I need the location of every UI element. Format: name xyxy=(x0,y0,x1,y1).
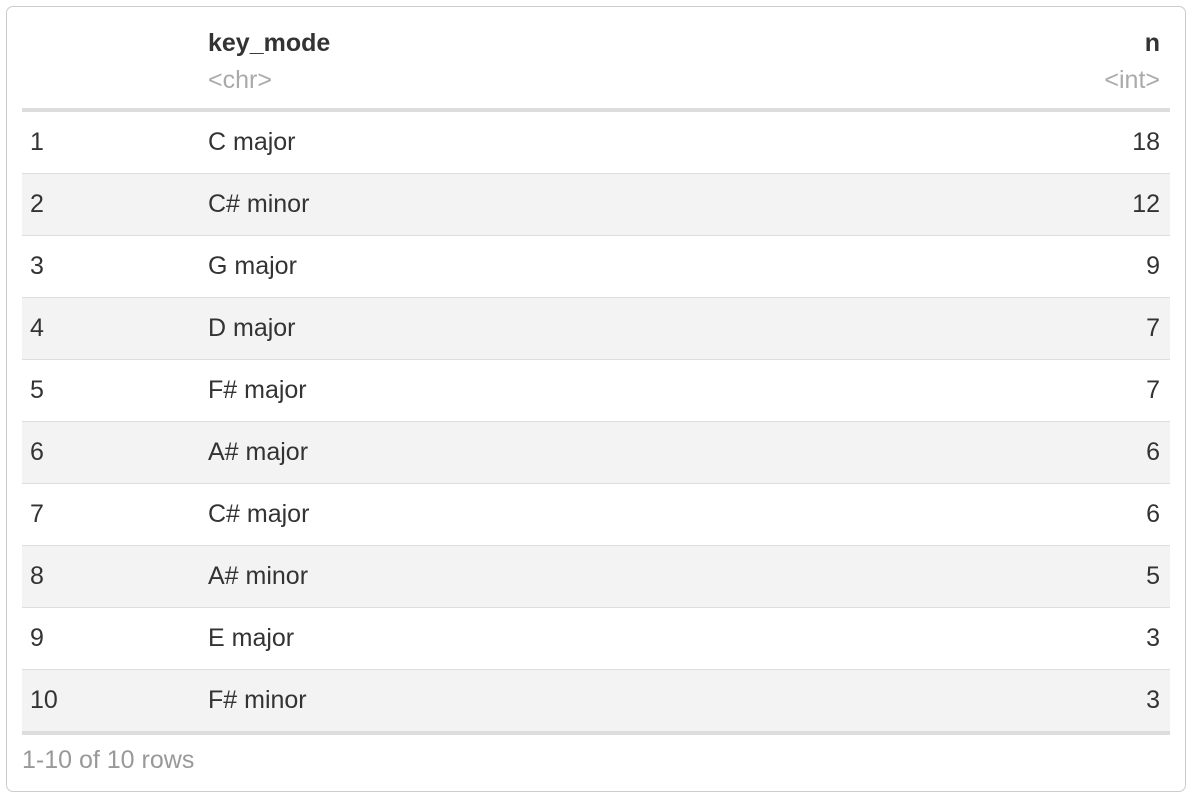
row-index-cell: 8 xyxy=(22,545,208,608)
row-index-cell: 7 xyxy=(22,483,208,546)
row-index-cell: 6 xyxy=(22,421,208,484)
column-name: n xyxy=(1144,29,1160,57)
row-index-cell: 2 xyxy=(22,173,208,236)
row-index-cell: 4 xyxy=(22,297,208,360)
row-index-cell: 1 xyxy=(22,110,208,174)
table-row: 7 C# major 6 xyxy=(22,483,1170,546)
n-cell: 6 xyxy=(834,483,1170,546)
header-index xyxy=(22,14,208,112)
key-mode-cell: C major xyxy=(208,110,835,174)
column-type: <int> xyxy=(1104,66,1160,94)
n-cell: 7 xyxy=(834,297,1170,360)
n-cell: 9 xyxy=(834,235,1170,298)
table-row: 10 F# minor 3 xyxy=(22,669,1170,735)
row-index-cell: 5 xyxy=(22,359,208,422)
table-row: 8 A# minor 5 xyxy=(22,545,1170,608)
header-n[interactable]: n <int> xyxy=(834,14,1170,112)
header-row: key_mode <chr> n <int> xyxy=(22,14,1170,112)
key-mode-cell: F# minor xyxy=(208,669,835,735)
key-mode-cell: C# minor xyxy=(208,173,835,236)
key-mode-cell: A# major xyxy=(208,421,835,484)
column-type: <chr> xyxy=(208,66,272,94)
n-cell: 3 xyxy=(834,607,1170,670)
n-cell: 5 xyxy=(834,545,1170,608)
row-index-cell: 10 xyxy=(22,669,208,735)
data-frame-viewer xyxy=(6,6,1186,792)
key-mode-cell: A# minor xyxy=(208,545,835,608)
header-key-mode[interactable]: key_mode <chr> xyxy=(208,14,835,112)
key-mode-cell: C# major xyxy=(208,483,835,546)
table-row: 5 F# major 7 xyxy=(22,359,1170,422)
n-cell: 18 xyxy=(834,110,1170,174)
table-row: 2 C# minor 12 xyxy=(22,173,1170,236)
n-cell: 3 xyxy=(834,669,1170,735)
key-mode-cell: G major xyxy=(208,235,835,298)
column-name: key_mode xyxy=(208,29,331,57)
row-count-footer: 1-10 of 10 rows xyxy=(22,746,195,774)
n-cell: 7 xyxy=(834,359,1170,422)
key-mode-cell: F# major xyxy=(208,359,835,422)
row-index-cell: 9 xyxy=(22,607,208,670)
row-index-cell: 3 xyxy=(22,235,208,298)
table-row: 6 A# major 6 xyxy=(22,421,1170,484)
key-mode-cell: D major xyxy=(208,297,835,360)
n-cell: 12 xyxy=(834,173,1170,236)
n-cell: 6 xyxy=(834,421,1170,484)
key-mode-cell: E major xyxy=(208,607,835,670)
